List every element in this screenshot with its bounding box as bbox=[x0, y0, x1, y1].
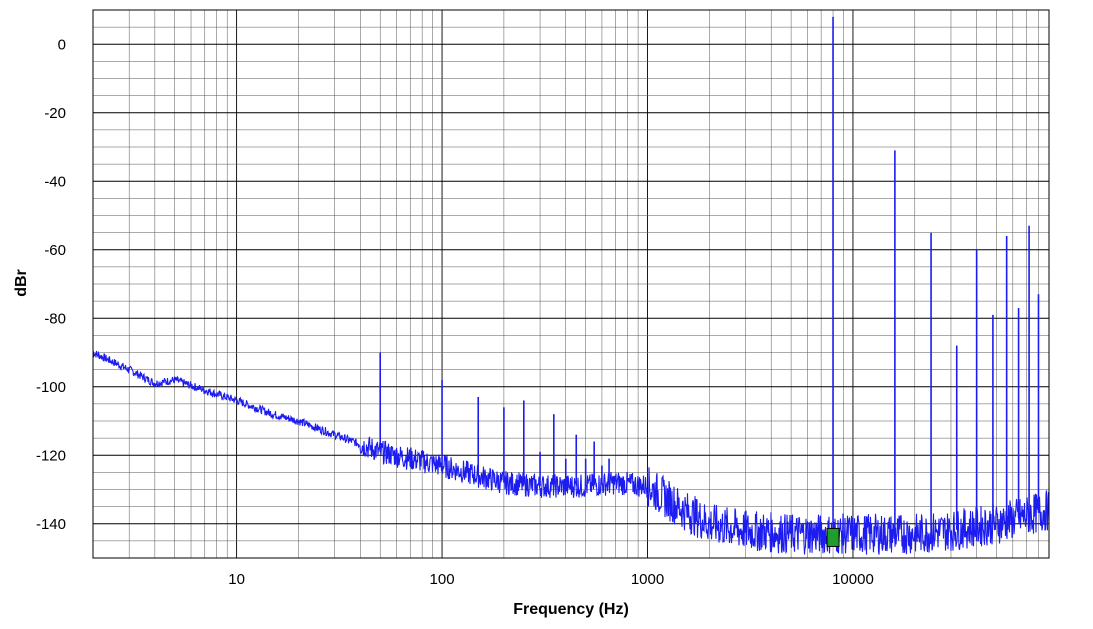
plot-frame bbox=[92, 9, 1050, 559]
x-axis-title: Frequency (Hz) bbox=[513, 601, 629, 618]
spectrum-trace bbox=[92, 16, 1050, 555]
marker-layer bbox=[826, 527, 840, 547]
y-tick-label: -120 bbox=[36, 447, 66, 464]
x-tick-labels: 10 100 1000 10000 bbox=[228, 571, 874, 588]
y-tick-label: -80 bbox=[44, 310, 66, 327]
x-tick-label: 100 bbox=[430, 571, 455, 588]
y-tick-label: 0 bbox=[58, 36, 66, 53]
y-tick-label: -140 bbox=[36, 516, 66, 533]
y-tick-label: -100 bbox=[36, 379, 66, 396]
x-tick-label: 1000 bbox=[631, 571, 664, 588]
cursor-marker bbox=[826, 527, 840, 547]
y-tick-label: -40 bbox=[44, 173, 66, 190]
x-tick-label: 10000 bbox=[832, 571, 874, 588]
y-tick-label: -60 bbox=[44, 242, 66, 259]
y-axis-title: dBr bbox=[13, 269, 30, 297]
x-tick-label: 10 bbox=[228, 571, 245, 588]
y-tick-labels: 0 -20 -40 -60 -80 -100 -120 -140 bbox=[36, 36, 66, 533]
y-tick-label: -20 bbox=[44, 105, 66, 122]
noise-floor-trace bbox=[92, 350, 1050, 555]
